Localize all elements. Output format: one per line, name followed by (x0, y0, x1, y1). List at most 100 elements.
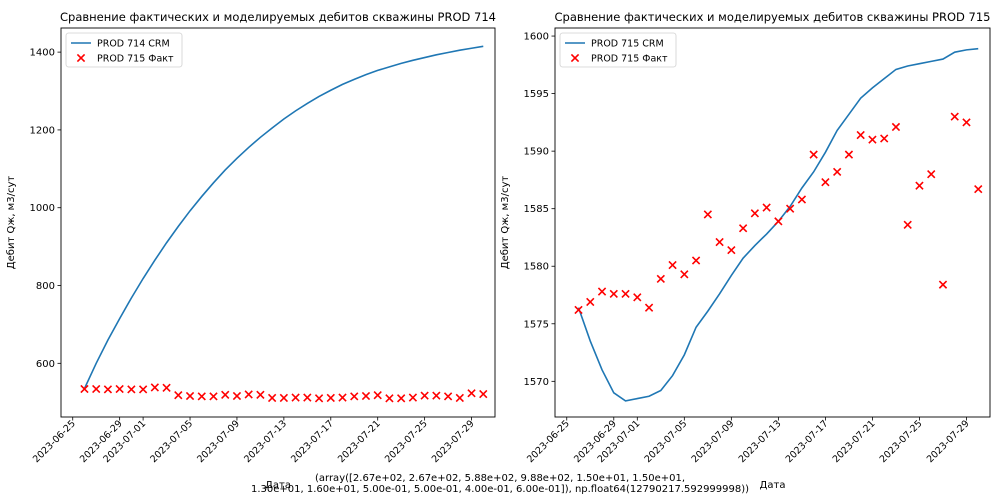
data-point (856, 130, 865, 140)
series-line (577, 47, 979, 402)
axes-frame (554, 27, 991, 418)
data-point (127, 385, 136, 394)
legend-marker-swatch (76, 53, 86, 63)
data-point (138, 385, 148, 394)
x-tick-label: 2023-07-13 (737, 418, 784, 465)
data-point (868, 135, 877, 144)
data-point (962, 118, 971, 127)
data-point (432, 391, 441, 400)
data-point (762, 203, 771, 212)
x-axis-label: Дата (265, 480, 291, 491)
legend-box (65, 32, 183, 68)
x-tick-label: 2023-07-21 (336, 418, 383, 465)
x-tick-label: 2023-07-17 (289, 418, 336, 465)
x-tick-label: 2023-07-25 (383, 418, 430, 465)
data-point (597, 287, 607, 296)
data-point (668, 260, 677, 270)
data-point (103, 385, 113, 394)
x-tick-label: 2023-07-29 (925, 418, 972, 465)
x-tick-label: 2023-07-17 (784, 418, 831, 465)
y-tick-label: 1570 (524, 377, 549, 388)
data-point (291, 393, 300, 402)
x-tick-label: 2023-07-21 (831, 418, 878, 465)
y-tick-label: 800 (36, 281, 55, 292)
y-axis-label: Дебит Qж, м3/сут (500, 176, 511, 270)
data-point (443, 392, 453, 401)
series-line (83, 45, 484, 389)
x-axis-label: Дата (760, 480, 786, 491)
chart-prod-715: Сравнение фактических и моделируемых деб… (500, 10, 991, 491)
x-tick-label: 2023-07-29 (430, 418, 477, 465)
x-tick-label: 2023-06-25 (31, 418, 78, 465)
legend-label: PROD 715 Факт (97, 54, 174, 65)
y-tick-label: 1580 (524, 262, 549, 273)
data-point (267, 393, 277, 403)
data-point (221, 390, 230, 399)
y-tick-label: 600 (36, 359, 55, 370)
chart-title: Сравнение фактических и моделируемых деб… (60, 10, 496, 24)
data-point (150, 383, 160, 392)
y-tick-label: 1590 (524, 147, 549, 158)
data-point (244, 390, 253, 399)
data-point (408, 393, 418, 402)
data-point (974, 184, 983, 194)
data-point (680, 270, 689, 279)
data-point (621, 289, 630, 299)
y-tick-label: 1200 (30, 125, 55, 136)
data-point (256, 390, 265, 399)
data-point (821, 178, 830, 187)
chart-title: Сравнение фактических и моделируемых деб… (554, 10, 990, 24)
data-point (785, 204, 795, 213)
data-point (338, 393, 347, 402)
data-point (774, 217, 783, 226)
footnote-line-2: 1.30e+01, 1.60e+01, 5.00e-01, 5.00e-01, … (250, 484, 750, 495)
data-point (950, 112, 959, 121)
legend-label: PROD 715 Факт (591, 54, 668, 65)
data-point (197, 392, 206, 401)
data-point (209, 392, 218, 401)
data-point (738, 224, 748, 233)
data-point (915, 181, 924, 190)
data-point (938, 280, 948, 289)
x-tick-label: 2023-07-05 (148, 418, 195, 465)
data-point (174, 391, 183, 400)
data-point (809, 150, 818, 159)
data-point (609, 289, 618, 299)
data-point (279, 393, 289, 403)
data-point (361, 391, 371, 401)
data-point (703, 210, 713, 219)
x-tick-label: 2023-07-09 (690, 418, 737, 465)
data-point (903, 220, 912, 229)
data-point (797, 195, 807, 204)
data-point (232, 391, 242, 401)
y-tick-label: 1575 (524, 319, 549, 330)
x-tick-label: 2023-06-25 (525, 418, 572, 465)
y-tick-label: 1400 (30, 48, 55, 59)
data-point (373, 391, 382, 400)
legend-marker-swatch (570, 53, 580, 63)
footnote-line-1: (array([2.67e+02, 2.67e+02, 5.88e+02, 9.… (314, 473, 686, 484)
data-point (633, 293, 642, 302)
x-tick-label: 2023-07-13 (242, 418, 289, 465)
data-point (656, 274, 665, 284)
data-point (92, 384, 101, 394)
data-point (385, 394, 394, 403)
data-point (715, 237, 724, 247)
legend-box (559, 32, 677, 68)
data-point (162, 383, 171, 392)
data-point (314, 394, 324, 403)
data-point (420, 391, 429, 400)
y-axis-label: Дебит Qж, м3/сут (6, 176, 17, 270)
data-point (326, 393, 335, 403)
data-point (115, 384, 124, 394)
legend-label: PROD 715 CRM (591, 39, 664, 50)
y-tick-label: 1585 (524, 204, 549, 215)
chart-prod-714: Сравнение фактических и моделируемых деб… (6, 10, 496, 491)
axes-frame (60, 27, 496, 418)
legend-label: PROD 714 CRM (97, 39, 170, 50)
data-point (455, 393, 464, 403)
data-point (691, 256, 701, 265)
data-point (574, 305, 583, 315)
data-point (727, 245, 736, 255)
